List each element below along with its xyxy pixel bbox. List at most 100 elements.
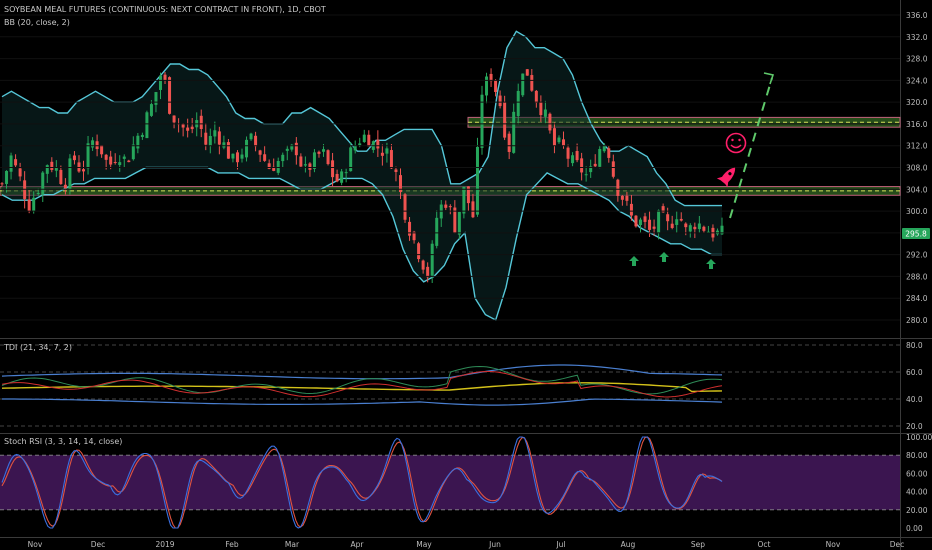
candle[interactable] [512, 111, 516, 153]
candle[interactable] [539, 102, 543, 116]
candle[interactable] [611, 161, 615, 177]
candle[interactable] [344, 172, 348, 174]
candle[interactable] [408, 221, 412, 236]
candle[interactable] [208, 135, 212, 146]
candle[interactable] [276, 161, 280, 173]
candle[interactable] [91, 140, 95, 148]
candle[interactable] [63, 184, 67, 189]
candle[interactable] [417, 243, 421, 260]
candle[interactable] [249, 133, 253, 140]
candle[interactable] [136, 135, 140, 149]
buy-signal-arrow[interactable] [629, 256, 639, 266]
candle[interactable] [186, 127, 190, 131]
candle[interactable] [629, 203, 633, 216]
candle[interactable] [602, 145, 606, 152]
candle[interactable] [661, 206, 665, 213]
candle[interactable] [331, 160, 335, 178]
projection-arrow[interactable] [729, 72, 775, 219]
candle[interactable] [516, 90, 520, 117]
candle[interactable] [303, 164, 307, 166]
candle[interactable] [706, 231, 710, 233]
candle[interactable] [54, 167, 58, 171]
buy-signal-arrow[interactable] [706, 259, 716, 269]
candle[interactable] [675, 219, 679, 225]
candle[interactable] [104, 154, 108, 160]
candle[interactable] [457, 211, 461, 235]
candle[interactable] [131, 144, 135, 160]
tdi-lower-band[interactable] [2, 398, 723, 406]
candle[interactable] [403, 194, 407, 220]
candle[interactable] [235, 152, 239, 163]
candle[interactable] [566, 147, 570, 159]
candle[interactable] [620, 195, 624, 200]
tdi-trade-line[interactable] [1, 371, 723, 398]
candle[interactable] [521, 73, 525, 96]
candle[interactable] [36, 192, 40, 194]
candle[interactable] [158, 75, 162, 90]
candle[interactable] [285, 148, 289, 151]
candle[interactable] [697, 223, 701, 230]
candle[interactable] [367, 134, 371, 147]
candle[interactable] [453, 207, 457, 233]
candle[interactable] [634, 215, 638, 227]
candle[interactable] [199, 115, 203, 130]
candle[interactable] [86, 143, 90, 169]
candle[interactable] [245, 139, 249, 158]
candle[interactable] [389, 150, 393, 169]
candle[interactable] [376, 139, 380, 149]
candle[interactable] [684, 223, 688, 228]
candle[interactable] [494, 80, 498, 92]
candle[interactable] [507, 133, 511, 152]
candle[interactable] [648, 219, 652, 230]
candle[interactable] [263, 154, 267, 161]
candle[interactable] [118, 162, 122, 166]
candle[interactable] [140, 134, 144, 138]
candle[interactable] [380, 152, 384, 156]
candle[interactable] [68, 158, 72, 190]
candle[interactable] [59, 169, 63, 185]
candle[interactable] [5, 170, 9, 184]
candle[interactable] [643, 216, 647, 222]
candle[interactable] [534, 90, 538, 103]
candle[interactable] [385, 148, 389, 154]
candle[interactable] [435, 217, 439, 246]
candle[interactable] [109, 156, 113, 165]
candle[interactable] [679, 218, 683, 221]
candle[interactable] [213, 130, 217, 137]
candle[interactable] [254, 135, 258, 147]
stoch-rsi-indicator-label[interactable]: Stoch RSI (3, 3, 14, 14, close) [4, 437, 122, 446]
candle[interactable] [77, 162, 81, 172]
candle[interactable] [100, 145, 104, 155]
candle[interactable] [231, 153, 235, 159]
candle[interactable] [688, 225, 692, 232]
candle[interactable] [398, 175, 402, 193]
candle[interactable] [190, 126, 194, 130]
candle[interactable] [113, 162, 117, 164]
candle[interactable] [50, 161, 54, 170]
candle[interactable] [589, 166, 593, 173]
candle[interactable] [45, 165, 49, 174]
candle[interactable] [281, 154, 285, 162]
candle[interactable] [670, 223, 674, 228]
candle[interactable] [0, 183, 4, 185]
candle[interactable] [335, 173, 339, 182]
candle[interactable] [543, 109, 547, 117]
tdi-indicator-label[interactable]: TDI (21, 34, 7, 2) [3, 343, 72, 352]
candle[interactable] [82, 169, 86, 172]
buy-signal-arrow[interactable] [659, 252, 669, 262]
candle[interactable] [548, 113, 552, 131]
candle[interactable] [462, 186, 466, 214]
candle[interactable] [638, 219, 642, 226]
candle[interactable] [204, 132, 208, 145]
candle[interactable] [466, 186, 470, 204]
candle[interactable] [27, 199, 31, 212]
candle[interactable] [267, 163, 271, 169]
candle[interactable] [308, 163, 312, 170]
candle[interactable] [18, 168, 22, 177]
tdi-upper-band[interactable] [1, 364, 723, 380]
candle[interactable] [503, 101, 507, 138]
candle[interactable] [489, 73, 493, 82]
candle[interactable] [702, 226, 706, 231]
candle[interactable] [127, 160, 131, 163]
